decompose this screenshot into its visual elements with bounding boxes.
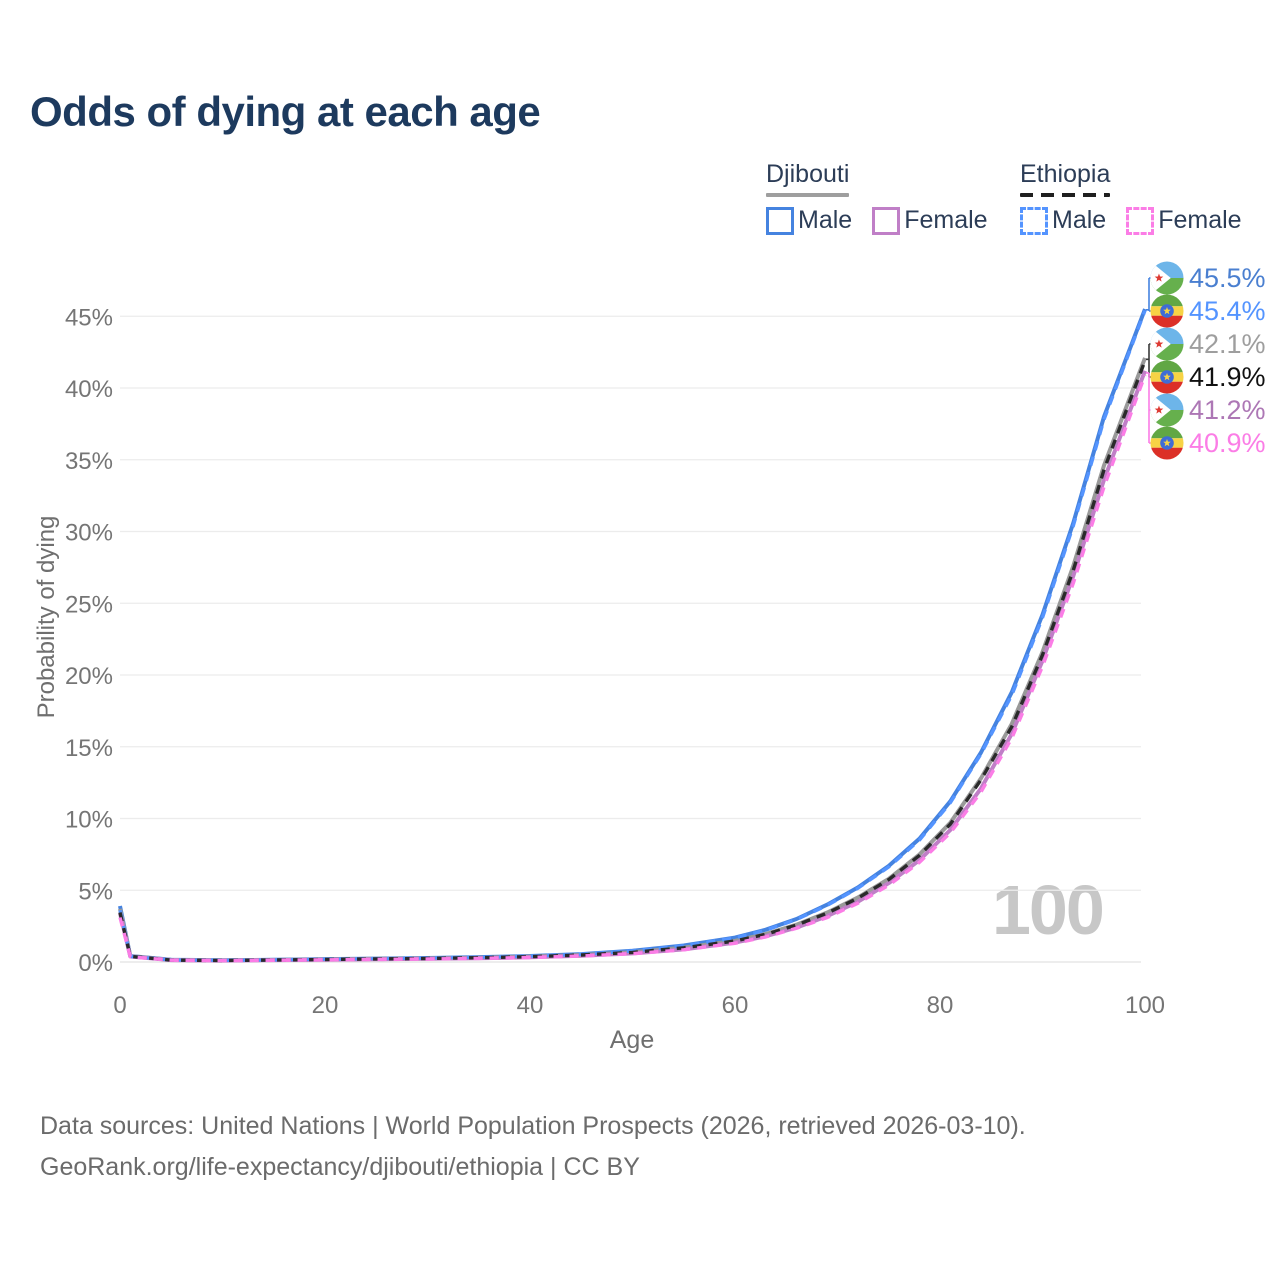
end-value-label: 45.5% xyxy=(1189,262,1266,293)
djibouti-flag-icon xyxy=(1150,261,1184,295)
djibouti-line-style-icon xyxy=(766,193,850,197)
end-value-label: 41.9% xyxy=(1189,361,1266,392)
end-value-label: 42.1% xyxy=(1189,328,1266,359)
line-end-label-ethiopia-1: 45.4% xyxy=(1150,294,1266,328)
ethiopia-line-style-icon xyxy=(1020,193,1111,197)
end-label-connector xyxy=(1146,343,1153,378)
line-end-label-ethiopia-5: 40.9% xyxy=(1150,426,1266,460)
data-sources-line: Data sources: United Nations | World Pop… xyxy=(40,1112,1026,1140)
line-end-label-djibouti-4: 41.2% xyxy=(1150,393,1266,427)
ethiopia-male-swatch-icon xyxy=(1020,206,1048,235)
x-tick-label: 40 xyxy=(517,992,544,1019)
legend-item-djibouti-female[interactable]: Female xyxy=(872,206,988,235)
ethiopia-flag-icon xyxy=(1150,360,1184,394)
legend-item-ethiopia-male[interactable]: Male xyxy=(1020,206,1106,235)
y-tick-label: 25% xyxy=(65,591,113,618)
legend-label: Male xyxy=(798,206,853,234)
hover-age-watermark: 100 xyxy=(992,871,1105,949)
line-end-label-ethiopia-3: 41.9% xyxy=(1150,360,1266,394)
y-tick-label: 30% xyxy=(65,520,113,547)
y-tick-label: 35% xyxy=(65,448,113,475)
legend-item-djibouti-male[interactable]: Male xyxy=(766,206,852,235)
end-value-label: 45.4% xyxy=(1189,295,1266,326)
legend-group-djibouti: Djibouti Male Female xyxy=(766,160,988,235)
legend-country-djibouti: Djibouti xyxy=(766,160,850,197)
x-tick-label: 0 xyxy=(113,992,126,1019)
ethiopia-flag-icon xyxy=(1150,294,1184,328)
series-line-djibouti-both[interactable] xyxy=(118,357,1147,963)
y-tick-label: 0% xyxy=(78,950,113,977)
legend-item-ethiopia-female[interactable]: Female xyxy=(1126,206,1242,235)
y-tick-label: 20% xyxy=(65,663,113,690)
series-line-djibouti-male[interactable] xyxy=(118,308,1147,963)
legend-label: Female xyxy=(904,206,988,234)
end-label-connector xyxy=(1146,277,1153,312)
end-value-label: 40.9% xyxy=(1189,427,1266,458)
x-tick-label: 60 xyxy=(722,992,749,1019)
attribution-line: GeoRank.org/life-expectancy/djibouti/eth… xyxy=(40,1152,640,1181)
legend-label: Male xyxy=(1052,206,1107,234)
legend-label: Female xyxy=(1158,206,1242,234)
legend-group-ethiopia: Ethiopia Male Female xyxy=(1020,160,1242,235)
y-tick-label: 5% xyxy=(78,878,113,905)
series-line-ethiopia-both[interactable] xyxy=(118,360,1147,963)
page-title: Odds of dying at each age xyxy=(30,88,541,135)
end-value-label: 41.2% xyxy=(1189,394,1266,425)
legend-country-ethiopia-label: Ethiopia xyxy=(1020,160,1111,188)
ethiopia-female-swatch-icon xyxy=(1126,206,1155,235)
legend-country-ethiopia: Ethiopia xyxy=(1020,160,1111,197)
x-tick-label: 80 xyxy=(927,992,954,1019)
djibouti-female-swatch-icon xyxy=(872,206,901,235)
end-label-connector xyxy=(1146,372,1153,444)
series-line-ethiopia-male[interactable] xyxy=(118,309,1147,962)
series-line-ethiopia-female[interactable] xyxy=(118,374,1147,963)
x-axis-title: Age xyxy=(609,1026,655,1054)
legend-country-djibouti-label: Djibouti xyxy=(766,160,850,188)
x-tick-label: 100 xyxy=(1125,992,1165,1019)
djibouti-flag-icon xyxy=(1150,393,1184,427)
y-tick-label: 10% xyxy=(65,807,113,834)
chart-footer: Data sources: United Nations | World Pop… xyxy=(40,1106,1026,1187)
djibouti-male-swatch-icon xyxy=(766,206,794,235)
line-end-label-djibouti-0: 45.5% xyxy=(1150,261,1266,295)
djibouti-flag-icon xyxy=(1150,327,1184,361)
line-end-label-djibouti-2: 42.1% xyxy=(1150,327,1266,361)
y-tick-label: 40% xyxy=(65,376,113,403)
y-tick-label: 15% xyxy=(65,735,113,762)
ethiopia-flag-icon xyxy=(1150,426,1184,460)
x-tick-label: 20 xyxy=(312,992,339,1019)
y-axis-title: Probability of dying xyxy=(33,515,60,719)
y-tick-label: 45% xyxy=(65,304,113,331)
